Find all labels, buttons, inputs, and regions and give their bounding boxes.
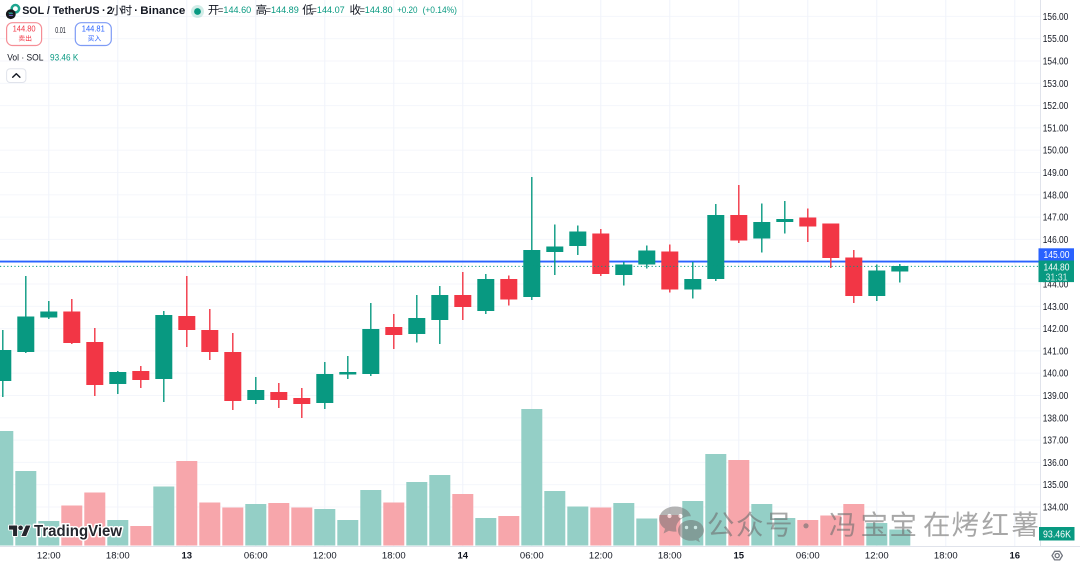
svg-text:=: = [266, 4, 272, 15]
svg-text:31:31: 31:31 [1046, 272, 1068, 283]
svg-text:=: = [311, 4, 317, 15]
svg-text:137.00: 137.00 [1043, 436, 1069, 447]
svg-text:145.00: 145.00 [1044, 250, 1071, 261]
svg-text:0.01: 0.01 [55, 26, 66, 35]
svg-text:2: 2 [107, 5, 113, 17]
svg-text:135.00: 135.00 [1043, 480, 1069, 491]
svg-text:(+0.14%): (+0.14%) [423, 4, 457, 15]
svg-text:144.80: 144.80 [365, 4, 393, 15]
svg-text:=: = [218, 4, 224, 15]
svg-text:Vol · SOL: Vol · SOL [7, 52, 43, 62]
svg-text:18:00: 18:00 [658, 550, 682, 561]
svg-text:138.00: 138.00 [1043, 413, 1069, 424]
svg-text:06:00: 06:00 [244, 550, 268, 561]
svg-text:149.00: 149.00 [1043, 168, 1069, 179]
svg-text:144.80: 144.80 [13, 24, 36, 34]
svg-text:93.46 K: 93.46 K [50, 52, 79, 62]
svg-text:12:00: 12:00 [865, 550, 889, 561]
svg-text:156.00: 156.00 [1043, 12, 1069, 23]
svg-text:93.46K: 93.46K [1043, 529, 1071, 540]
svg-text:140.00: 140.00 [1043, 369, 1069, 380]
svg-text:=: = [360, 4, 366, 15]
svg-text:16: 16 [1010, 550, 1021, 561]
svg-text:139.00: 139.00 [1043, 391, 1069, 402]
svg-text:154.00: 154.00 [1043, 57, 1069, 68]
svg-text:+0.20: +0.20 [397, 4, 417, 15]
svg-text:155.00: 155.00 [1043, 34, 1069, 45]
svg-text:18:00: 18:00 [106, 550, 130, 561]
svg-text:18:00: 18:00 [382, 550, 406, 561]
svg-text:136.00: 136.00 [1043, 458, 1069, 469]
svg-text:144.60: 144.60 [223, 4, 251, 15]
svg-text:152.00: 152.00 [1043, 101, 1069, 112]
svg-text:148.00: 148.00 [1043, 190, 1069, 201]
svg-text:150.00: 150.00 [1043, 146, 1069, 157]
svg-text:·: · [102, 5, 106, 17]
svg-text:12:00: 12:00 [37, 550, 61, 561]
svg-text:144.07: 144.07 [317, 4, 345, 15]
svg-text:142.00: 142.00 [1043, 324, 1069, 335]
svg-text:15: 15 [734, 550, 745, 561]
svg-text:144.81: 144.81 [82, 24, 105, 34]
svg-text:151.00: 151.00 [1043, 123, 1069, 134]
svg-text:13: 13 [182, 550, 193, 561]
svg-text:18:00: 18:00 [934, 550, 958, 561]
svg-text:144.00: 144.00 [1043, 280, 1069, 291]
svg-text:14: 14 [458, 550, 469, 561]
svg-text:153.00: 153.00 [1043, 79, 1069, 90]
svg-text:146.00: 146.00 [1043, 235, 1069, 246]
svg-text:06:00: 06:00 [796, 550, 820, 561]
svg-text:134.00: 134.00 [1043, 503, 1069, 514]
svg-text:141.00: 141.00 [1043, 346, 1069, 357]
svg-text:TradingView: TradingView [34, 523, 123, 540]
svg-text:12:00: 12:00 [313, 550, 337, 561]
svg-text:144.89: 144.89 [271, 4, 299, 15]
svg-text:SOL / TetherUS: SOL / TetherUS [22, 5, 99, 17]
svg-text:147.00: 147.00 [1043, 213, 1069, 224]
svg-text:·: · [134, 5, 138, 17]
svg-text:144.80: 144.80 [1044, 262, 1071, 273]
svg-text:06:00: 06:00 [520, 550, 544, 561]
svg-text:12:00: 12:00 [589, 550, 613, 561]
svg-text:143.00: 143.00 [1043, 302, 1069, 313]
svg-text:Binance: Binance [140, 5, 185, 17]
